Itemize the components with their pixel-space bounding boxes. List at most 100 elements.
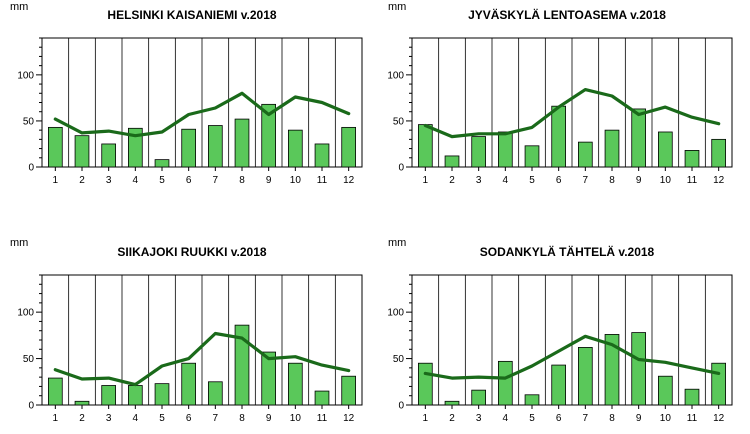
bar bbox=[524, 394, 540, 406]
x-tick-label: 1 bbox=[423, 175, 429, 186]
x-tick-label: 8 bbox=[609, 175, 615, 186]
x-tick-label: 11 bbox=[317, 175, 328, 186]
y-tick-label: 0 bbox=[28, 401, 34, 412]
bar bbox=[74, 135, 90, 168]
bar bbox=[207, 125, 223, 168]
bar bbox=[551, 105, 567, 168]
series-line bbox=[53, 331, 351, 387]
x-tick-label: 11 bbox=[687, 175, 698, 186]
x-tick-label: 1 bbox=[423, 413, 429, 424]
bar bbox=[261, 351, 277, 406]
x-tick-label: 7 bbox=[583, 413, 589, 424]
y-tick-label: 100 bbox=[17, 308, 34, 319]
x-tick-label: 2 bbox=[79, 413, 85, 424]
series-line bbox=[423, 334, 721, 380]
bar bbox=[314, 390, 330, 406]
x-tick-label: 10 bbox=[660, 413, 672, 424]
chart-title: SODANKYLÄ TÄHTELÄ v.2018 bbox=[480, 244, 655, 259]
x-tick-label: 2 bbox=[449, 413, 455, 424]
bar bbox=[154, 159, 170, 168]
bar bbox=[631, 332, 647, 406]
bar bbox=[287, 129, 303, 168]
bar bbox=[234, 324, 250, 406]
bar bbox=[444, 400, 460, 406]
x-tick-label: 2 bbox=[79, 175, 85, 186]
y-tick-label: 50 bbox=[23, 354, 35, 365]
bar bbox=[471, 136, 487, 168]
bar bbox=[207, 381, 223, 406]
y-tick-label: 100 bbox=[17, 70, 34, 81]
x-tick-label: 8 bbox=[239, 413, 245, 424]
x-tick-label: 3 bbox=[106, 413, 112, 424]
bar bbox=[48, 377, 63, 406]
x-tick-label: 9 bbox=[266, 413, 272, 424]
unit-label: mm bbox=[10, 1, 28, 13]
bar bbox=[314, 143, 330, 168]
bar bbox=[48, 126, 63, 168]
bar bbox=[578, 347, 593, 406]
bar bbox=[341, 375, 357, 406]
x-tick-label: 5 bbox=[529, 175, 535, 186]
bar bbox=[497, 360, 513, 406]
y-tick-label: 50 bbox=[23, 116, 35, 127]
bar bbox=[658, 131, 673, 168]
x-tick-label: 9 bbox=[266, 175, 272, 186]
x-tick-label: 5 bbox=[159, 175, 165, 186]
bar bbox=[287, 362, 303, 406]
x-tick-label: 9 bbox=[636, 175, 642, 186]
unit-label: mm bbox=[388, 1, 406, 13]
chart-title: SIIKAJOKI RUUKKI v.2018 bbox=[117, 245, 266, 259]
x-tick-label: 7 bbox=[213, 175, 219, 186]
bar bbox=[74, 400, 90, 406]
chart-title: HELSINKI KAISANIEMI v.2018 bbox=[107, 8, 276, 22]
x-tick-label: 6 bbox=[556, 413, 562, 424]
x-tick-label: 5 bbox=[529, 413, 535, 424]
x-tick-label: 9 bbox=[636, 413, 642, 424]
bar bbox=[154, 383, 170, 406]
x-tick-label: 3 bbox=[476, 175, 482, 186]
x-tick-label: 2 bbox=[449, 175, 455, 186]
bar bbox=[604, 129, 620, 168]
bar bbox=[658, 375, 673, 406]
x-tick-label: 6 bbox=[556, 175, 562, 186]
x-tick-label: 4 bbox=[503, 413, 509, 424]
x-tick-label: 10 bbox=[290, 413, 302, 424]
bar bbox=[181, 128, 197, 168]
x-tick-label: 3 bbox=[106, 175, 112, 186]
x-tick-label: 4 bbox=[503, 175, 509, 186]
x-tick-label: 4 bbox=[133, 413, 139, 424]
bar bbox=[127, 127, 143, 168]
bar bbox=[684, 388, 700, 406]
x-tick-label: 1 bbox=[53, 175, 59, 186]
bar bbox=[261, 103, 277, 168]
unit-label: mm bbox=[388, 237, 406, 249]
x-tick-label: 8 bbox=[609, 413, 615, 424]
x-tick-label: 12 bbox=[343, 175, 355, 186]
bar bbox=[711, 362, 727, 406]
bar bbox=[101, 143, 116, 168]
x-tick-label: 8 bbox=[239, 175, 245, 186]
x-tick-label: 6 bbox=[186, 413, 192, 424]
y-tick-label: 100 bbox=[387, 70, 404, 81]
x-tick-label: 12 bbox=[713, 413, 725, 424]
x-tick-label: 7 bbox=[213, 413, 219, 424]
x-tick-label: 3 bbox=[476, 413, 482, 424]
x-tick-label: 10 bbox=[660, 175, 672, 186]
bar bbox=[497, 131, 513, 168]
y-tick-label: 50 bbox=[393, 116, 405, 127]
bar bbox=[578, 141, 593, 168]
x-tick-label: 11 bbox=[317, 413, 328, 424]
chart-title: JYVÄSKYLÄ LENTOASEMA v.2018 bbox=[468, 7, 666, 22]
bar bbox=[341, 126, 357, 168]
series-line bbox=[423, 87, 721, 139]
y-tick-label: 0 bbox=[398, 401, 404, 412]
series-line bbox=[53, 91, 351, 138]
x-tick-label: 4 bbox=[133, 175, 139, 186]
bar bbox=[471, 389, 487, 406]
bar bbox=[127, 385, 143, 406]
bar bbox=[684, 150, 700, 168]
x-tick-label: 7 bbox=[583, 175, 589, 186]
